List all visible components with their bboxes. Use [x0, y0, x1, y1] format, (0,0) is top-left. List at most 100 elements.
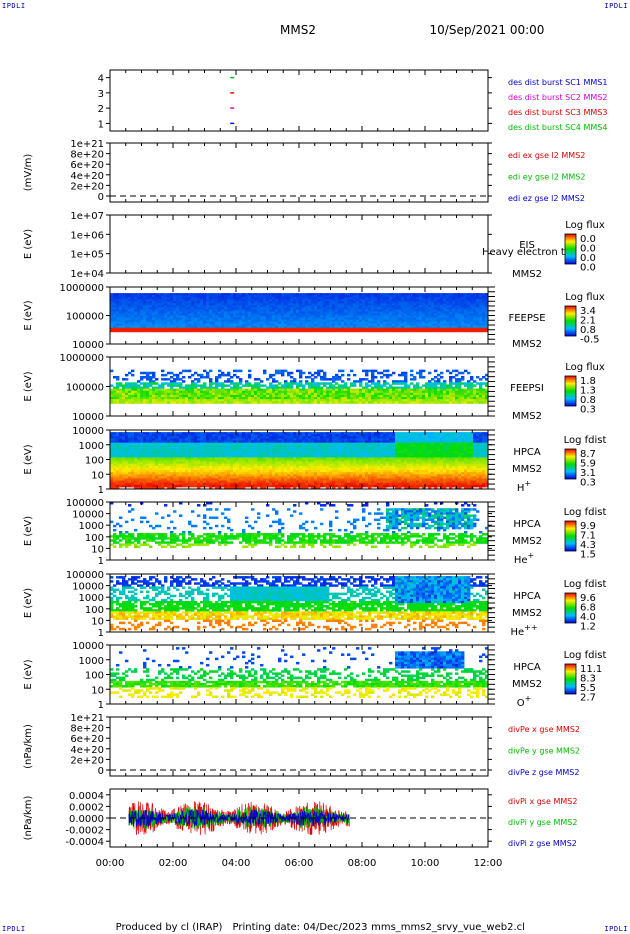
panel-feepse-bin	[359, 327, 363, 331]
panel-feepse-bin	[305, 297, 309, 300]
panel-hpca-h-bin	[116, 453, 120, 456]
panel-feepse-bin	[230, 315, 234, 318]
panel-feepse-bin	[182, 325, 186, 329]
panel-feepsi-bin	[221, 388, 225, 392]
panel-feepsi-bin	[218, 392, 222, 396]
panel-hpca-h-bin	[233, 453, 237, 456]
panel-feepse-bin	[143, 303, 147, 306]
panel-feepse-bin	[443, 323, 447, 327]
panel-feepsi-bin	[476, 394, 480, 398]
panel-feepse-bin	[368, 305, 372, 308]
panel-feepse-bin	[242, 313, 246, 316]
panel-hpca-h-bin	[146, 482, 150, 486]
panel-feepse-bin	[221, 297, 225, 300]
panel-feepse-bin	[347, 303, 351, 306]
panel-hpca-h-bin	[185, 457, 189, 460]
panel-feepsi-bin	[356, 380, 360, 383]
panel-feepsi-bin	[437, 394, 441, 398]
panel-feepsi-colorbar	[564, 375, 577, 407]
panel-feepsi-bin	[236, 390, 240, 394]
panel-feepse-bin	[269, 293, 273, 296]
panel-feepse-bin	[350, 293, 354, 296]
panel-feepse-bin	[272, 329, 276, 333]
panel-feepse-bin	[389, 321, 393, 325]
panel-feepsi-bin	[176, 397, 180, 400]
panel-feepsi-bin	[410, 378, 414, 381]
panel-hpca-h-bin	[179, 472, 183, 475]
panel-feepse-bin	[134, 317, 138, 320]
panel-feepse-bin	[476, 323, 480, 327]
panel-feepse-bin	[278, 309, 282, 312]
panel-hpca-h-bin	[152, 484, 156, 488]
panel-feepse-bin	[443, 301, 447, 304]
panel-feepse-bin	[446, 303, 450, 306]
panel-feepse-bin	[299, 295, 303, 298]
panel-feepse-bin	[425, 309, 429, 312]
panel-feepsi-bin	[473, 384, 477, 387]
panel-feepse-bin	[167, 309, 171, 312]
panel-feepsi-bin	[239, 390, 243, 394]
panel-feepsi-bin	[374, 399, 378, 402]
panel-hpca-h-bin	[155, 470, 159, 473]
panel-feepse-bin	[323, 299, 327, 302]
panel-feepse-bin	[389, 315, 393, 318]
panel-feepsi-bin	[110, 401, 114, 404]
panel-feepse-bin	[470, 307, 474, 310]
panel-feepsi-bin	[176, 394, 180, 398]
panel-feepsi-bin	[281, 371, 285, 375]
panel-hpca-h-bin	[206, 444, 210, 448]
panel-feepsi-bin	[440, 390, 444, 394]
panel-feepse-bin	[284, 321, 288, 325]
panel-hpca-h-bin	[158, 448, 162, 452]
panel-feepse-bin	[401, 329, 405, 333]
panel-hpca-h-bin	[197, 476, 201, 479]
panel-feepse-bin	[350, 317, 354, 320]
panel-feepsi-bin	[470, 384, 474, 387]
panel-feepsi-bin	[317, 382, 321, 385]
panel-feepsi-bin	[131, 373, 135, 377]
panel-hpca-h-bin	[230, 451, 234, 454]
panel-feepse-bin	[137, 303, 141, 306]
panel-hpca-h-bin	[221, 440, 225, 444]
panel-feepse-bin	[311, 327, 315, 331]
panel-feepsi-bin	[305, 392, 309, 396]
panel-hpca-h-bin	[119, 434, 123, 437]
panel-feepse-bin	[332, 305, 336, 308]
panel-feepse-bin	[407, 305, 411, 308]
panel-hpca-h-bin	[218, 442, 222, 446]
panel-feepse-bin	[182, 311, 186, 314]
panel-feepse-bin	[377, 295, 381, 298]
panel-hpca-h-bin	[122, 453, 126, 456]
panel-feepse-bin	[212, 323, 216, 327]
panel-hpca-h-bin	[152, 453, 156, 456]
panel-feepse-bin	[194, 311, 198, 314]
panel-feepse-bin	[158, 293, 162, 296]
panel-hpca-h-bin	[188, 467, 192, 471]
panel-feepse-bin	[113, 321, 117, 325]
panel-feepse-bin	[335, 311, 339, 314]
panel-feepse-bin	[173, 303, 177, 306]
panel-hpca-h-bin	[125, 480, 129, 484]
panel-feepse-bin	[440, 305, 444, 308]
panel-hpca-h-bin	[155, 442, 159, 446]
panel-feepse-bin	[437, 297, 441, 300]
panel-feepse-bin	[404, 303, 408, 306]
panel-feepse-bin	[458, 313, 462, 316]
panel-feepse-bin	[134, 307, 138, 310]
panel-feepse-bin	[197, 303, 201, 306]
panel-hpca-h-bin	[209, 480, 213, 484]
panel-feepsi-bin	[281, 384, 285, 387]
panel-feepse-bin	[332, 299, 336, 302]
panel-feepse-bin	[353, 307, 357, 310]
panel-feepsi-bin	[143, 386, 147, 390]
panel-feepsi-bin	[365, 394, 369, 398]
panel-feepse-bin	[140, 301, 144, 304]
panel-feepse-bin	[308, 303, 312, 306]
panel-feepse-bin	[485, 315, 489, 318]
panel-feepse-bin	[362, 303, 366, 306]
panel-feepse-bin	[272, 311, 276, 314]
panel-feepsi-bin	[269, 394, 273, 398]
panel-feepse-bin	[332, 301, 336, 304]
panel-feepse-bin	[188, 315, 192, 318]
panel-feepsi-bin	[215, 378, 219, 381]
